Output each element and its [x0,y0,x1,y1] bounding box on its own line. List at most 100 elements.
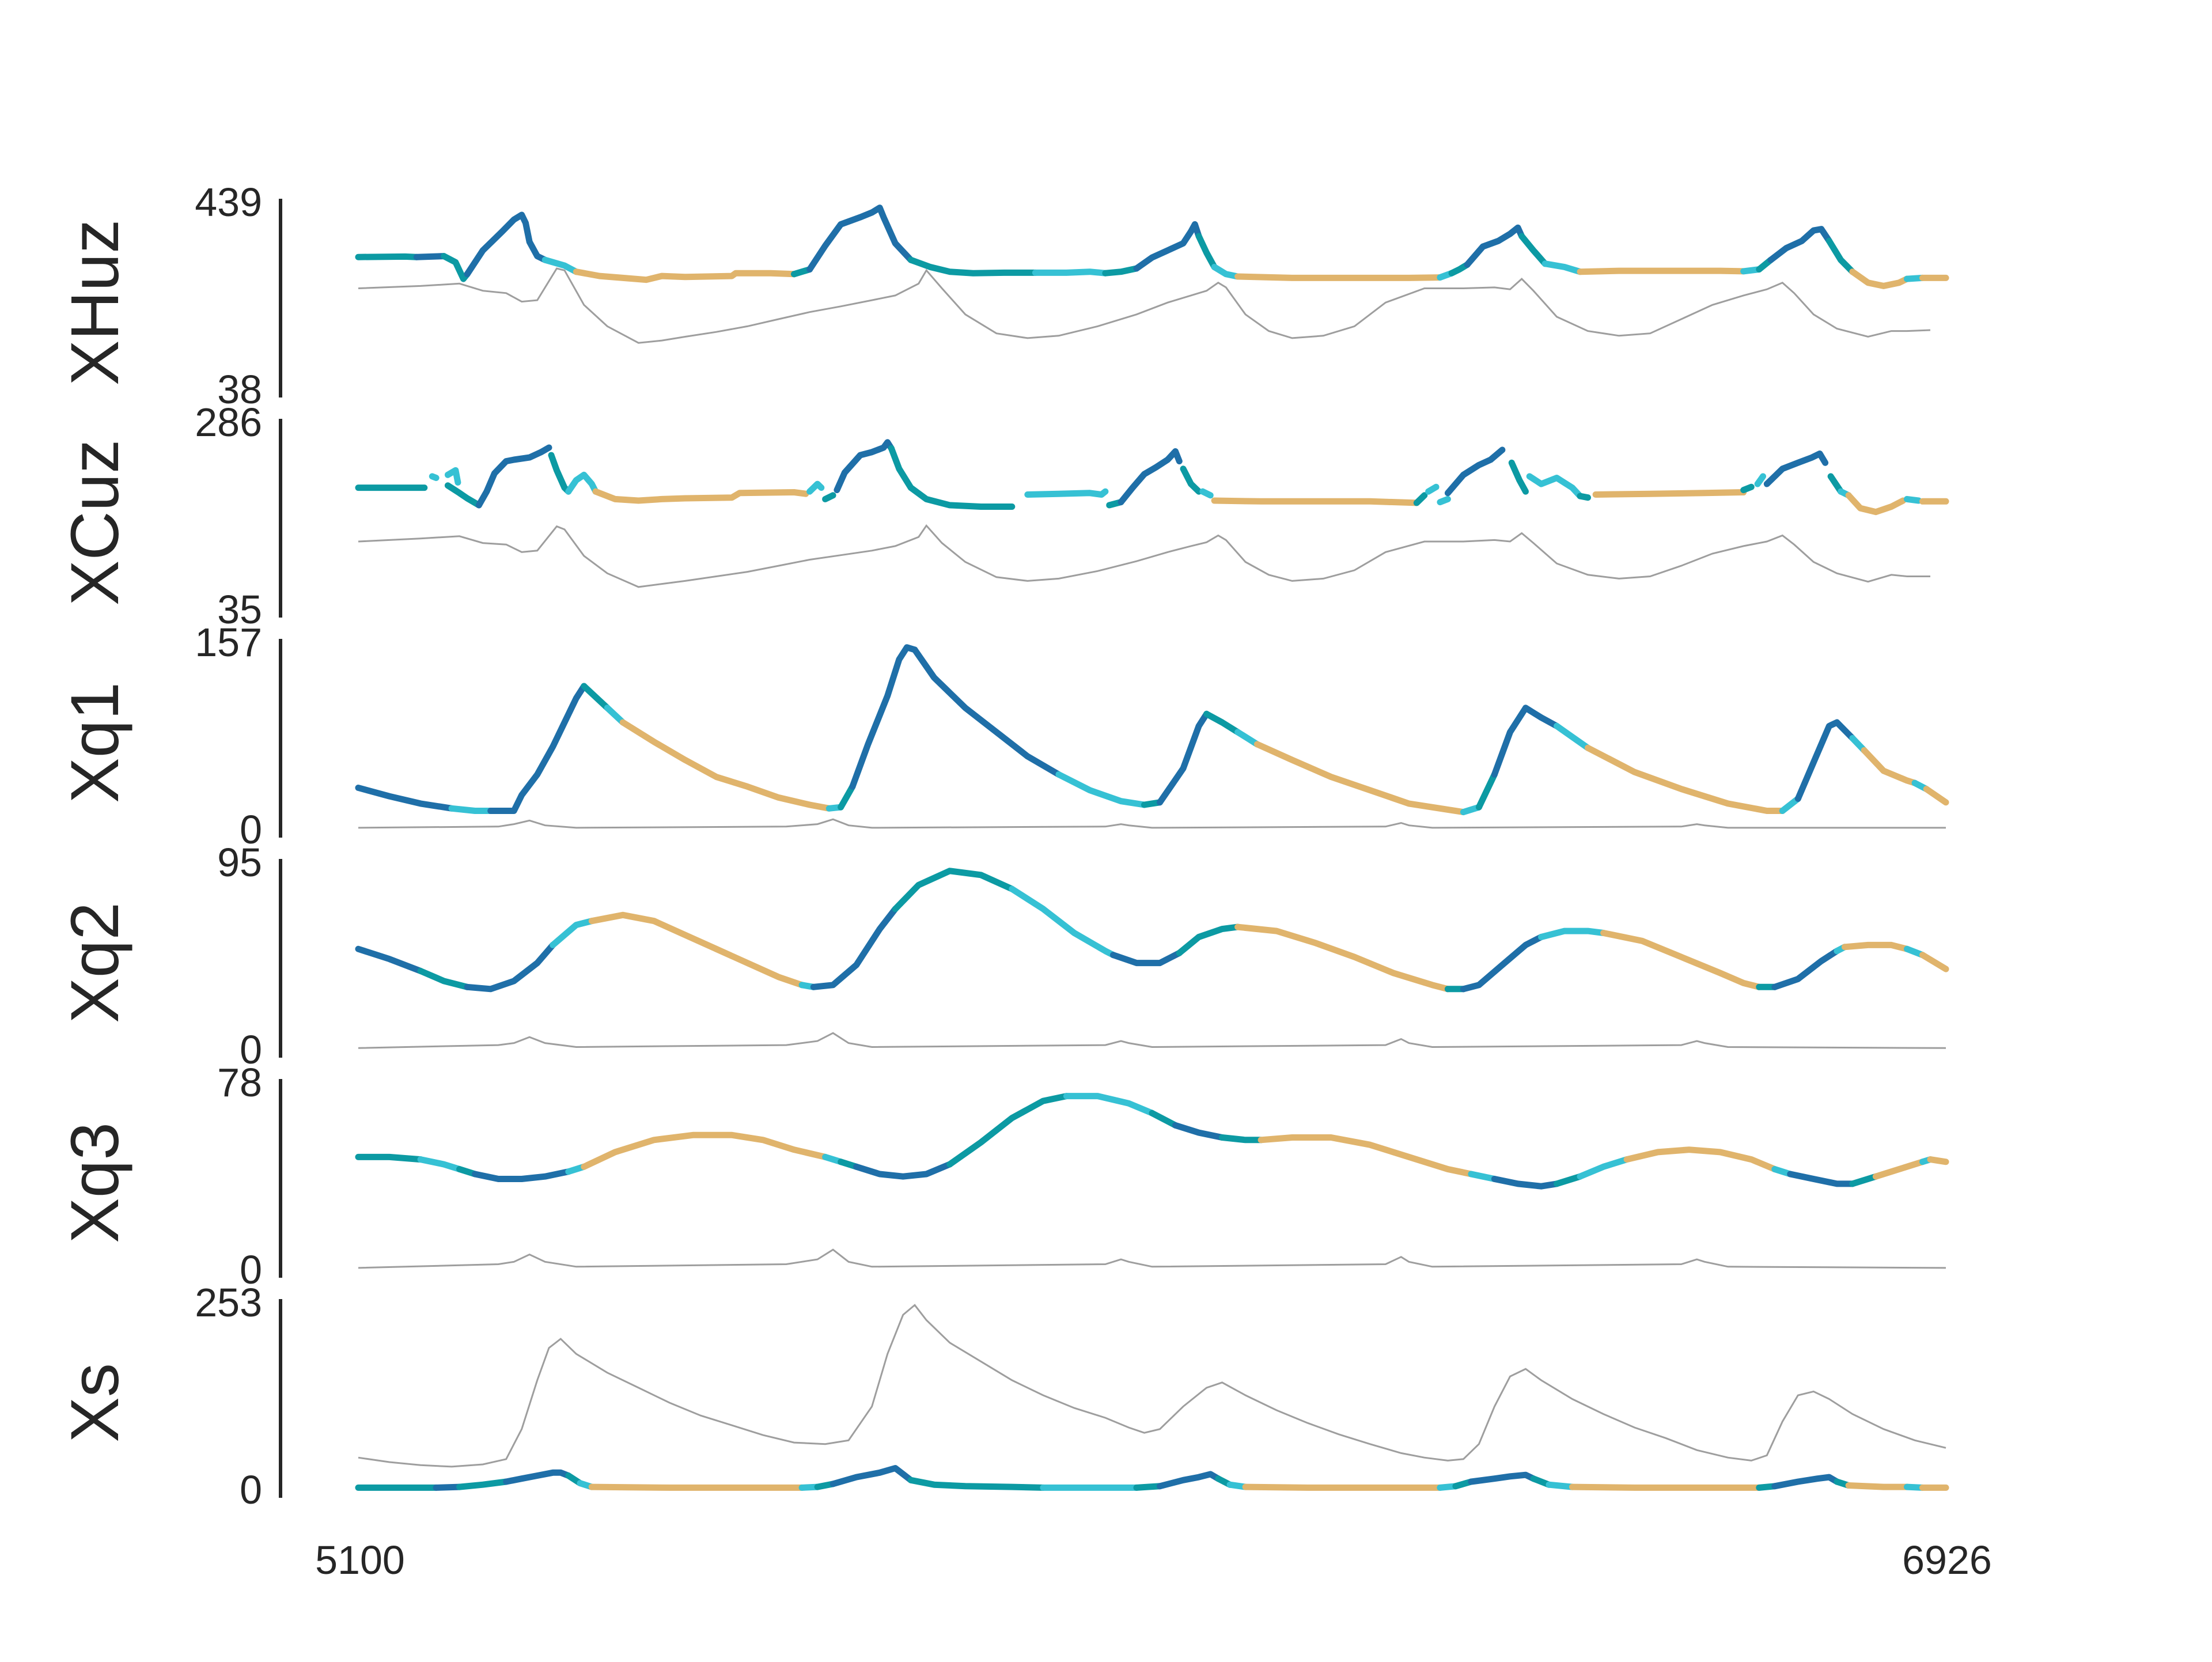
series-segment-teal [1518,233,1548,267]
series-segment-sand [1234,273,1444,281]
series-segment-dark-blue [1444,446,1506,497]
series-segment-dark-blue [355,945,424,974]
series-segment-sand [1872,1159,1926,1180]
series-segment-dark-blue [1118,448,1183,506]
series-segment-light-cyan [429,473,440,481]
series-segment-teal [1475,771,1498,811]
series-segment-teal [456,1478,510,1490]
series-segment-light-cyan [1425,483,1440,495]
y-tick-label-min: 38 [217,367,262,412]
y-tick-label-max: 286 [195,400,262,445]
series-segment-light-cyan [1024,488,1109,498]
series-segment-teal [1508,459,1529,495]
gray-series-line [358,1304,1946,1468]
panel-label: XHuz [57,219,133,386]
series-segment-teal [441,253,471,282]
series-segment-teal [548,452,572,495]
panel-xq1: 157 0 Xq1 [57,620,1949,852]
y-tick-label-max: 439 [195,180,262,225]
panel-label: Xq2 [57,902,133,1023]
series-segment-teal [1180,465,1202,495]
series-segment-dark-blue [806,205,914,273]
series-segment-dark-blue [1110,949,1183,967]
panel-xq3: 78 0 Xq3 [57,1060,1949,1292]
y-tick-label-min: 0 [240,807,262,852]
series-segment-dark-blue [810,906,899,990]
series-segment-light-cyan [1211,264,1241,280]
series-segment-teal [1195,233,1218,270]
panel-xq2: 95 0 Xq2 [57,840,1949,1072]
series-segment-light-cyan [1779,796,1801,814]
series-segment-light-cyan [604,705,626,726]
series-segment-sand [1257,1134,1475,1178]
series-segment-dark-blue [830,1465,914,1487]
series-segment-dark-blue [1460,934,1544,993]
series-segment-teal [888,445,1016,510]
series-segment-teal [1102,265,1140,277]
gray-series-line [358,1248,1946,1269]
y-tick-label-min: 0 [240,1467,262,1512]
series-segment-teal [1176,923,1241,956]
series-segment-dark-blue [472,1168,572,1182]
series-segment-teal [1740,483,1755,494]
series-segment-light-cyan [565,471,599,495]
series-segment-dark-blue [1157,710,1210,806]
series-segment-teal [444,482,482,509]
series-segment-teal [1219,1134,1264,1144]
series-segment-light-cyan [1538,927,1607,940]
series-segment-sand [619,719,832,812]
series-segment-light-cyan [806,480,825,495]
series-segment-sand [1577,267,1747,275]
series-segment-light-cyan [1904,495,1922,504]
panel-label: XCuz [57,440,133,606]
series-segment-light-cyan [1554,722,1591,751]
series-segment-dark-blue [1794,719,1856,802]
x-tick-label-min: 5100 [315,1538,405,1583]
series-segment-dark-blue [1787,1171,1856,1187]
series-segment-teal [581,683,611,711]
series-segment-dark-blue [849,644,918,790]
series-segment-dark-blue [1491,1176,1560,1190]
panel-label: Xq1 [57,682,133,803]
series-segment-teal [946,1093,1070,1168]
series-segment-dark-blue [911,646,1062,778]
series-segment-sand [1919,952,1949,972]
series-segment-light-cyan [1754,473,1766,487]
panel-label: Xq3 [57,1122,133,1243]
series-segment-dark-blue [1771,1474,1840,1490]
series-segment-sand [1861,747,1918,786]
series-segment-teal [1149,1110,1179,1129]
series-segment-sand [588,911,805,989]
series-segment-dark-blue [475,444,552,509]
series-segment-light-cyan [417,1156,463,1172]
panels-group: 43938XHuz28635XCuz1570Xq1950Xq2780Xq3253… [57,180,1949,1512]
series-segment-light-cyan [1032,268,1109,277]
series-segment-sand [1845,492,1907,516]
panel-xhuz: 439 38 XHuz [57,180,1949,412]
series-segment-sand [1841,941,1910,952]
series-segment-dark-blue [1464,224,1525,268]
series-segment-dark-blue [1771,948,1840,990]
series-segment-sand [581,1131,829,1170]
series-segment-sand [1211,497,1420,506]
series-segment-dark-blue [464,941,556,993]
series-segment-light-cyan [444,467,461,486]
series-segment-sand [1927,1156,1949,1165]
series-segment-light-cyan [448,805,494,814]
y-tick-label-max: 253 [195,1280,262,1325]
series-segment-teal [355,1153,424,1163]
series-segment-sand [1253,741,1467,816]
series-segment-light-cyan [1526,473,1584,499]
x-tick-label-max: 6926 [1902,1538,1992,1583]
series-segment-teal [892,868,1016,913]
series-segment-light-cyan [541,256,579,275]
series-segment-teal [907,256,1039,277]
series-segment-teal [1554,1173,1584,1187]
series-segment-light-cyan [1541,260,1584,275]
series-segment-sand [1600,930,1763,990]
series-segment-teal [907,1477,1047,1491]
series-segment-light-cyan [1199,488,1214,499]
series-segment-dark-blue [487,683,588,814]
